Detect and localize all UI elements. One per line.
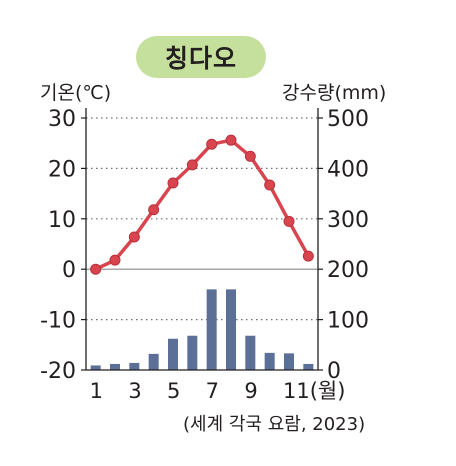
precipitation-tick-label: 0: [327, 359, 341, 384]
source-note: (세계 각국 요람, 2023): [183, 414, 366, 435]
precipitation-tick-label: 500: [327, 107, 369, 132]
precipitation-tick-label: 200: [327, 258, 369, 283]
temperature-point-2: [109, 254, 121, 266]
precipitation-bar-7: [206, 289, 217, 370]
temperature-tick-label: -20: [40, 359, 76, 384]
precipitation-bar-9: [245, 335, 256, 370]
precipitation-bar-8: [226, 289, 236, 370]
chart-title: 칭다오: [164, 44, 237, 73]
precipitation-tick-label: 100: [327, 309, 369, 334]
month-tick-label: 5: [167, 379, 180, 403]
month-tick-label: 1: [90, 379, 103, 403]
precipitation-bar-6: [187, 335, 198, 370]
precipitation-bar-12: [303, 363, 314, 370]
precipitation-bar-4: [148, 353, 159, 370]
temperature-point-8: [225, 134, 237, 146]
precipitation-bar-2: [110, 363, 120, 370]
temperature-point-3: [128, 231, 140, 243]
temperature-point-7: [206, 138, 218, 150]
temperature-line: [94, 138, 310, 271]
temperature-point-1: [90, 263, 102, 275]
precipitation-bar-3: [129, 362, 140, 370]
month-tick-label: 3: [128, 379, 141, 403]
temperature-point-9: [244, 150, 256, 162]
precipitation-tick-label: 300: [327, 208, 369, 233]
month-tick-label: 11(월): [283, 379, 345, 403]
precipitation-axis-title: 강수량(mm): [282, 82, 387, 104]
temperature-tick-label: 20: [48, 157, 76, 182]
temperature-tick-label: 10: [48, 208, 76, 233]
temperature-point-12: [302, 250, 314, 262]
temperature-tick-label: 0: [62, 258, 76, 283]
temperature-point-6: [186, 159, 198, 171]
precipitation-bar-10: [264, 352, 275, 370]
temperature-axis-title: 기온(℃): [40, 82, 112, 104]
temperature-point-5: [167, 177, 179, 189]
temperature-tick-label: -10: [40, 309, 76, 334]
chart-title-badge: 칭다오: [136, 36, 266, 78]
precipitation-tick-label: 400: [327, 157, 369, 182]
temperature-point-10: [264, 179, 276, 191]
precipitation-bar-1: [90, 365, 101, 370]
month-tick-label: 9: [244, 379, 257, 403]
month-tick-label: 7: [206, 379, 219, 403]
precipitation-bar-5: [168, 338, 178, 370]
precipitation-bar-11: [284, 353, 294, 370]
temperature-tick-label: 30: [48, 107, 76, 132]
temperature-point-4: [148, 204, 160, 216]
temperature-point-11: [283, 215, 295, 227]
